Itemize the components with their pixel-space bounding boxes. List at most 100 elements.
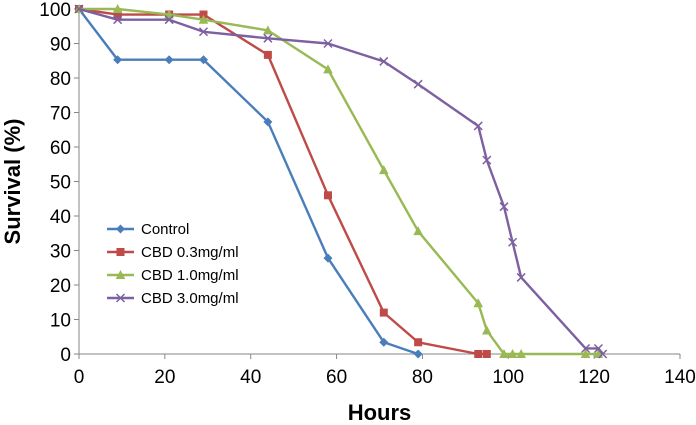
data-point xyxy=(598,349,608,359)
data-point xyxy=(499,349,509,358)
data-point xyxy=(378,165,389,175)
data-point xyxy=(74,4,84,14)
x-tick-label: 0 xyxy=(74,367,85,388)
y-tick-label: 90 xyxy=(50,35,71,56)
data-point xyxy=(581,343,591,354)
data-point xyxy=(198,27,209,37)
y-tick-label: 80 xyxy=(50,69,71,90)
data-point xyxy=(323,191,332,200)
y-tick-label: 30 xyxy=(50,242,71,263)
data-point xyxy=(323,253,333,263)
legend-label: CBD 1.0mg/ml xyxy=(141,267,239,284)
y-tick-label: 60 xyxy=(50,138,71,159)
legend-swatch-marker xyxy=(115,270,126,279)
x-tick-label: 80 xyxy=(412,367,433,388)
series-4 xyxy=(74,4,608,359)
y-tick-label: 50 xyxy=(50,173,71,194)
x-tick-label: 60 xyxy=(326,367,347,388)
data-point xyxy=(113,10,122,19)
x-marker-stroke xyxy=(593,343,603,354)
data-point xyxy=(323,38,333,49)
y-tick-label: 0 xyxy=(60,345,71,366)
data-point xyxy=(379,56,389,66)
x-marker-stroke xyxy=(499,202,509,212)
y-tick-label: 100 xyxy=(39,0,71,21)
data-point xyxy=(113,15,123,25)
x-marker-stroke xyxy=(74,4,84,14)
x-marker-stroke xyxy=(516,272,526,282)
series-line xyxy=(78,7,487,356)
data-point xyxy=(164,15,174,25)
x-marker-stroke xyxy=(198,27,209,37)
data-point xyxy=(482,155,492,165)
x-tick-label: 20 xyxy=(154,367,175,388)
data-point xyxy=(508,237,518,247)
legend-entry-1: Control xyxy=(107,221,189,238)
series-layer xyxy=(74,4,608,359)
data-point xyxy=(516,272,526,282)
data-point xyxy=(198,55,208,65)
series-line xyxy=(78,8,419,356)
data-point xyxy=(413,79,423,89)
x-marker-stroke xyxy=(473,121,483,131)
x-marker-stroke xyxy=(164,15,174,25)
data-point xyxy=(323,64,333,74)
legend-label: Control xyxy=(141,221,189,238)
x-marker-stroke xyxy=(482,155,492,165)
legend-swatch-marker xyxy=(116,224,125,234)
y-tick-label: 20 xyxy=(50,276,71,297)
data-point xyxy=(263,117,273,127)
series-2 xyxy=(75,5,491,358)
legend-label: CBD 3.0mg/ml xyxy=(141,290,239,307)
data-point xyxy=(263,50,272,59)
series-line xyxy=(78,7,604,355)
x-tick-label: 120 xyxy=(578,367,610,388)
data-point xyxy=(164,55,174,65)
x-marker-stroke xyxy=(598,349,608,359)
legend-label: CBD 0.3mg/ml xyxy=(141,244,239,261)
y-axis-title: Survival (%) xyxy=(0,119,25,245)
data-point xyxy=(474,350,483,358)
axes: 0 10 20 30 40 50 60 70 80 90 100 0 20 40 60 80 100 120 140 xyxy=(39,0,696,388)
legend-entry-2: CBD 0.3mg/ml xyxy=(107,244,239,261)
data-point xyxy=(482,325,492,335)
data-point xyxy=(263,33,273,43)
legend-entry-3: CBD 1.0mg/ml xyxy=(107,267,239,284)
data-point xyxy=(580,349,591,358)
data-point xyxy=(199,10,208,19)
legend: Control CBD 0.3mg/ml CBD 1.0mg/ml CBD 3.0mg… xyxy=(107,221,239,307)
x-marker-stroke xyxy=(379,56,389,66)
legend-entry-4: CBD 3.0mg/ml xyxy=(107,290,239,307)
x-axis-title: Hours xyxy=(348,400,412,425)
data-point xyxy=(499,202,509,212)
data-point xyxy=(482,350,491,358)
y-tick-label: 40 xyxy=(50,207,71,228)
x-marker-stroke xyxy=(323,38,333,49)
data-point xyxy=(198,14,209,24)
data-point xyxy=(414,338,423,347)
y-tick-label: 10 xyxy=(50,311,71,332)
data-point xyxy=(113,55,123,65)
x-tick-label: 140 xyxy=(664,367,696,388)
data-point xyxy=(593,343,603,354)
x-marker-stroke xyxy=(508,237,518,247)
data-point xyxy=(413,226,423,236)
data-point xyxy=(379,308,388,317)
x-marker-stroke xyxy=(115,293,126,303)
x-tick-label: 100 xyxy=(492,367,524,388)
x-marker-stroke xyxy=(263,33,273,43)
x-marker-stroke xyxy=(113,15,123,25)
x-tick-label: 40 xyxy=(240,367,261,388)
data-point xyxy=(473,298,484,308)
data-point xyxy=(112,4,123,13)
data-point xyxy=(379,337,389,347)
data-point xyxy=(263,25,273,35)
data-point xyxy=(413,349,423,359)
legend-swatch-marker xyxy=(116,248,125,256)
legend-swatch-marker xyxy=(115,293,126,303)
x-marker-stroke xyxy=(413,79,423,89)
data-point xyxy=(507,349,518,358)
data-point xyxy=(516,349,526,358)
x-marker-stroke xyxy=(581,343,591,354)
